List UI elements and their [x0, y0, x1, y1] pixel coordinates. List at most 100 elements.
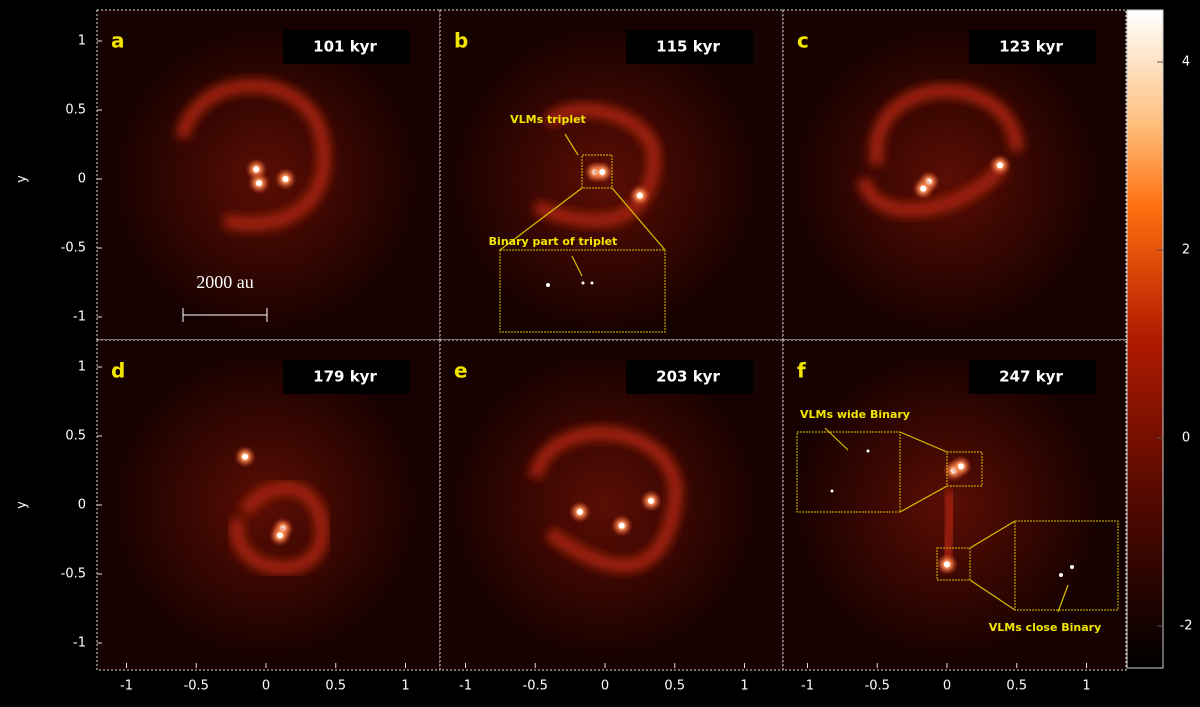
panels: a 101 kyr b 115 kyr c 123 kyr d 179 kyr e 203 kyr…	[15, 9, 1127, 694]
panel-letter: f	[797, 359, 806, 383]
time-box	[283, 30, 410, 64]
time-box	[626, 360, 753, 394]
zoom-box	[946, 451, 983, 487]
inset-star	[1070, 565, 1074, 569]
y-tick-label: 1	[78, 34, 86, 49]
spiral-arm	[532, 103, 661, 228]
time-label: 179 kyr	[313, 368, 377, 386]
panel: a 101 kyr	[96, 9, 441, 341]
x-tick-label: -0.5	[184, 679, 209, 694]
y-tick-label: -0.5	[61, 567, 86, 582]
connector	[824, 427, 849, 451]
panel: f 247 kyr	[782, 339, 1127, 671]
x-tick-label: 0.5	[664, 679, 685, 694]
panel-letter: e	[454, 359, 468, 383]
y-tick-label: 1	[78, 360, 86, 375]
colorbar	[1126, 9, 1164, 669]
colorbar-tick-label: -2	[1180, 619, 1193, 634]
zoom-box	[936, 547, 971, 581]
annotation: VLMs close Binary	[989, 621, 1102, 634]
star	[920, 185, 927, 192]
star	[648, 497, 655, 504]
inset-star	[1059, 573, 1063, 577]
inset-star	[866, 449, 870, 453]
y-axis-label: y	[15, 175, 30, 183]
annotation: VLMs wide Binary	[800, 408, 910, 421]
connector	[499, 187, 666, 251]
x-tick-label: 0	[601, 679, 609, 694]
star	[599, 169, 606, 176]
annotation: VLMs triplet	[510, 113, 586, 126]
x-tick-label: -0.5	[865, 679, 890, 694]
panel-letter: a	[111, 29, 125, 53]
connector	[969, 520, 1016, 611]
panel-letter: b	[454, 29, 468, 53]
time-box	[626, 30, 753, 64]
y-tick-label: 0	[78, 172, 86, 187]
y-axis-label: y	[15, 501, 30, 509]
star	[997, 162, 1004, 169]
star	[576, 508, 583, 515]
star	[282, 176, 289, 182]
x-tick-label: 1	[740, 679, 748, 694]
panel-letter: d	[111, 359, 125, 383]
y-tick-label: -0.5	[61, 241, 86, 256]
disk	[116, 355, 416, 655]
panel: c 123 kyr	[782, 9, 1127, 341]
panel-frame	[782, 339, 1127, 671]
connector	[571, 255, 583, 277]
star	[636, 192, 643, 199]
panel-image	[97, 340, 440, 670]
zoom-box	[1014, 520, 1119, 611]
zoom-box	[499, 249, 666, 333]
disk	[455, 355, 755, 655]
x-tick-label: -1	[120, 679, 133, 694]
panel-image	[783, 340, 1126, 670]
star	[256, 180, 263, 187]
x-tick-label: -1	[459, 679, 472, 694]
x-tick-label: -1	[801, 679, 814, 694]
star	[944, 561, 950, 568]
x-tick-label: 1	[1082, 679, 1090, 694]
y-tick-label: -1	[73, 310, 86, 325]
star	[618, 522, 625, 529]
inset-star	[581, 281, 585, 285]
zoom-box	[796, 431, 901, 513]
spiral-arm	[229, 481, 329, 575]
time-box	[283, 360, 410, 394]
time-label: 203 kyr	[656, 368, 720, 386]
panel: e 203 kyr	[439, 339, 784, 671]
y-tick-label: 0.5	[65, 103, 86, 118]
panel-image	[97, 10, 440, 340]
scale-bar-label: 2000 au	[196, 272, 254, 292]
star	[276, 532, 283, 539]
connector	[564, 133, 579, 156]
time-label: 101 kyr	[313, 38, 377, 56]
y-tick-label: 0	[78, 498, 86, 513]
time-label: 123 kyr	[999, 38, 1063, 56]
colorbar-ticks: 4 2 0 -2	[1157, 55, 1192, 634]
inset-star	[830, 489, 834, 493]
panel: d 179 kyr	[96, 339, 441, 671]
panel-image	[783, 10, 1126, 340]
x-tick-label: 0	[943, 679, 951, 694]
colorbar-tick-label: 4	[1182, 55, 1190, 70]
x-tick-label: -0.5	[523, 679, 548, 694]
x-tick-label: 0	[262, 679, 270, 694]
x-tick-label: 1	[401, 679, 409, 694]
time-label: 247 kyr	[999, 368, 1063, 386]
spiral-arm	[528, 426, 683, 573]
scale-bar	[182, 308, 268, 322]
colorbar-tick-label: 0	[1182, 431, 1190, 446]
time-box	[969, 30, 1096, 64]
disk	[797, 29, 1097, 329]
y-tick-label: 0.5	[65, 429, 86, 444]
spiral-arm	[175, 78, 331, 231]
time-box	[969, 360, 1096, 394]
panel-letter: c	[797, 29, 809, 53]
x-tick-label: 0.5	[1006, 679, 1027, 694]
colorbar-tick-label: 2	[1182, 243, 1190, 258]
annotation: Binary part of triplet	[489, 235, 618, 248]
star	[242, 453, 249, 460]
